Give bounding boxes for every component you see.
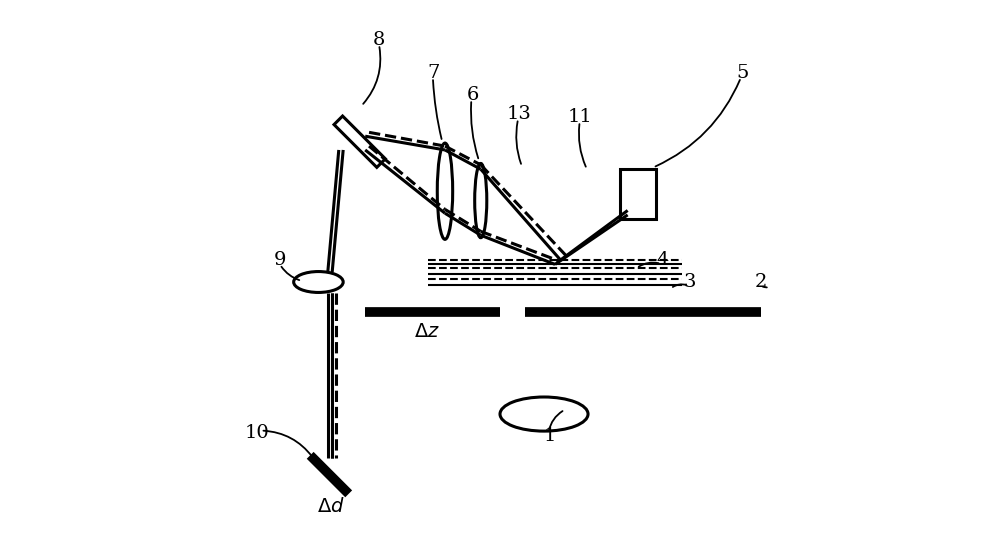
Text: 6: 6	[466, 86, 479, 104]
Text: 9: 9	[274, 251, 286, 269]
Text: 11: 11	[567, 108, 592, 126]
Text: 2: 2	[755, 273, 768, 291]
Text: 3: 3	[684, 273, 696, 291]
Text: 10: 10	[244, 424, 269, 442]
Text: 1: 1	[543, 427, 556, 445]
Text: 13: 13	[507, 105, 532, 123]
Text: 5: 5	[736, 64, 748, 82]
Text: 8: 8	[373, 31, 385, 49]
Text: $\Delta d$: $\Delta d$	[317, 497, 344, 516]
Text: 4: 4	[656, 251, 669, 269]
Text: $\Delta z$: $\Delta z$	[414, 322, 440, 341]
Text: 7: 7	[428, 64, 440, 82]
Bar	[620, 169, 656, 219]
